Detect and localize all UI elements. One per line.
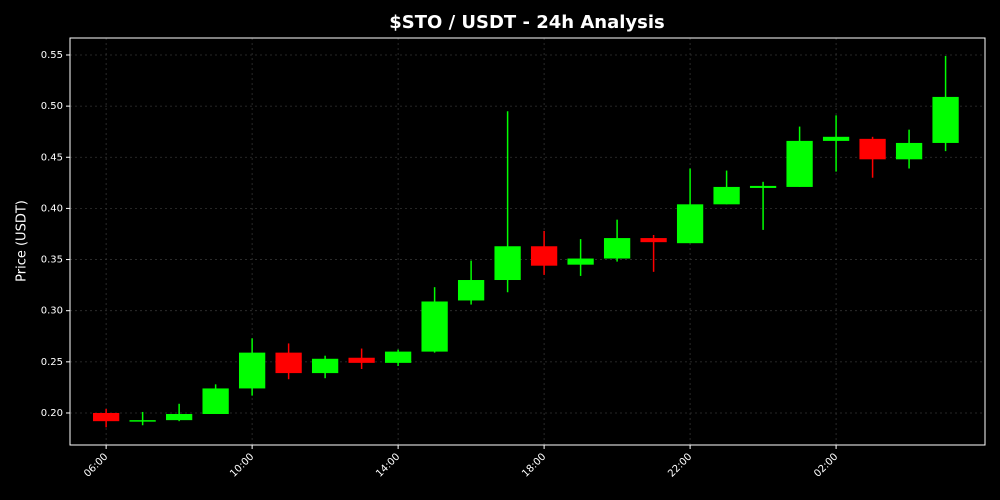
y-axis-label: Price (USDT) xyxy=(15,200,30,282)
chart-title: $STO / USDT - 24h Analysis xyxy=(389,12,665,33)
y-tick-label: 0.55 xyxy=(41,50,63,61)
candle-body xyxy=(567,258,594,265)
candle-body xyxy=(275,352,302,374)
candle-body xyxy=(238,352,266,389)
candle-body xyxy=(348,357,375,363)
candle-body xyxy=(384,351,412,363)
y-tick-label: 0.50 xyxy=(41,101,63,112)
candle-body xyxy=(859,138,886,160)
candle-body xyxy=(786,140,813,187)
y-tick-label: 0.40 xyxy=(41,203,63,214)
candle-body xyxy=(494,246,521,281)
candle-body xyxy=(202,388,229,415)
candle-body xyxy=(640,238,667,243)
candle-body xyxy=(932,96,959,143)
candle-body xyxy=(603,238,631,259)
candle-body xyxy=(129,420,156,422)
y-tick-label: 0.20 xyxy=(41,408,63,419)
candle-body xyxy=(311,358,339,374)
candle-body xyxy=(530,246,558,266)
candle-body xyxy=(822,136,850,141)
plot-frame xyxy=(69,37,986,446)
candle-body xyxy=(676,204,704,244)
y-tick-label: 0.35 xyxy=(41,255,63,266)
y-tick-label: 0.25 xyxy=(41,357,63,368)
candle-body xyxy=(165,414,193,421)
y-tick-label: 0.30 xyxy=(41,306,63,317)
candle-body xyxy=(895,142,923,160)
y-tick-label: 0.45 xyxy=(41,152,63,163)
candle-body xyxy=(92,412,120,422)
candle-body xyxy=(421,301,448,352)
candle-body xyxy=(749,185,777,188)
candle-body xyxy=(713,186,740,205)
candle-body xyxy=(457,280,485,301)
